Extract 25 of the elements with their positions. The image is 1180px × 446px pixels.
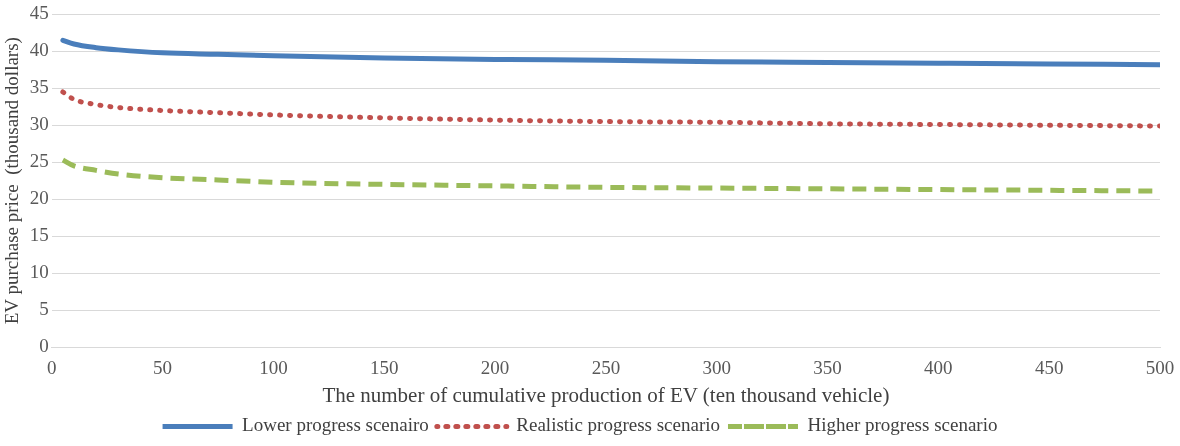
- x-tick-label: 250: [591, 357, 621, 379]
- y-tick-label: 20: [29, 187, 49, 209]
- y-tick-label: 15: [29, 224, 49, 246]
- x-tick-label: 400: [924, 357, 953, 379]
- y-tick-label: 0: [39, 334, 49, 356]
- x-tick-label: 100: [259, 357, 288, 379]
- y-tick-label: 25: [29, 150, 49, 172]
- x-tick-label: 150: [370, 357, 399, 379]
- x-tick-label: 200: [480, 357, 510, 379]
- legend-label: Realistic progress scenario: [516, 414, 720, 436]
- x-axis-title: The number of cumulative production of EV (ten thousand vehicle): [322, 382, 890, 407]
- x-tick-label: 300: [702, 357, 731, 379]
- y-tick-label: 40: [29, 39, 49, 61]
- y-tick-label: 30: [29, 113, 49, 135]
- x-tick-label: 350: [813, 357, 842, 379]
- x-tick-label: 450: [1034, 357, 1064, 379]
- x-tick-label: 50: [153, 357, 173, 379]
- y-tick-label: 35: [29, 76, 49, 98]
- y-tick-label: 10: [29, 261, 49, 283]
- y-axis-title: EV purchase price (thousand dollars): [1, 37, 24, 325]
- x-tick-label: 500: [1145, 357, 1175, 379]
- y-tick-label: 5: [39, 298, 49, 320]
- y-tick-label: 45: [29, 2, 49, 24]
- legend-label: Lower progress scenairo: [242, 414, 429, 436]
- legend-label: Higher progress scenario: [807, 414, 998, 436]
